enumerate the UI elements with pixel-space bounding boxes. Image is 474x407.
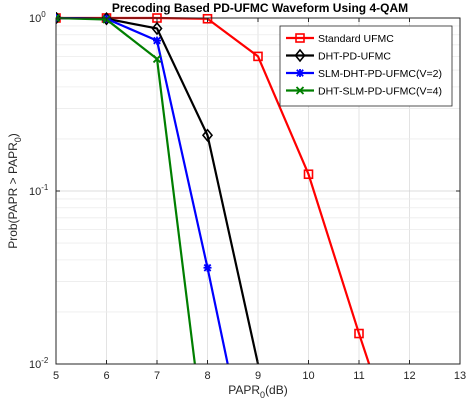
x-tick-label: 13 xyxy=(454,370,466,382)
x-tick-label: 10 xyxy=(302,370,314,382)
legend-label: Standard UFMC xyxy=(318,33,394,45)
data-point xyxy=(354,328,364,339)
y-tick-label: 10-1 xyxy=(29,183,49,198)
axes-layer: 5 6 7 8 9 10 11 12 13 100 10-1 10-2 PAPR0(dB) Prob(PA… xyxy=(6,10,466,400)
x-tick-label: 5 xyxy=(53,370,59,382)
data-point xyxy=(303,169,314,180)
legend-label: DHT-PD-UFMC xyxy=(318,51,391,63)
chart-title: Precoding Based PD-UFMC Waveform Using 4… xyxy=(112,1,408,15)
x-axis-label: PAPR0(dB) xyxy=(228,383,287,400)
data-point xyxy=(201,128,214,143)
legend-label: DHT-SLM-PD-UFMC(V=4) xyxy=(318,86,442,98)
data-point xyxy=(152,54,162,64)
data-point xyxy=(56,13,61,23)
y-tick-label: 100 xyxy=(29,10,46,25)
data-point xyxy=(151,21,163,36)
data-point xyxy=(203,263,212,272)
data-point xyxy=(202,13,213,24)
x-tick-label: 6 xyxy=(103,370,109,382)
x-tick-label: 11 xyxy=(353,370,364,382)
data-point xyxy=(253,51,263,62)
legend-box xyxy=(279,25,453,107)
y-tick-label: 10-2 xyxy=(29,356,49,371)
x-tick-label: 12 xyxy=(403,370,415,382)
data-point xyxy=(153,36,161,45)
y-axis-label: Prob(PAPR > PAPR0) xyxy=(6,133,23,249)
x-tick-label: 8 xyxy=(204,370,210,382)
series-line xyxy=(56,16,196,364)
x-tick-label: 9 xyxy=(255,370,261,382)
legend-marker xyxy=(296,69,304,77)
legend-label: SLM-DHT-PD-UFMC(V=2) xyxy=(318,68,442,80)
legend-marker xyxy=(294,48,306,63)
legend-marker xyxy=(295,33,305,43)
x-tick-label: 7 xyxy=(154,370,160,382)
legend: Standard UFMC DHT-PD-UFMC SLM-DHT-PD-UFMC(… xyxy=(279,25,453,107)
legend-marker xyxy=(295,86,305,95)
